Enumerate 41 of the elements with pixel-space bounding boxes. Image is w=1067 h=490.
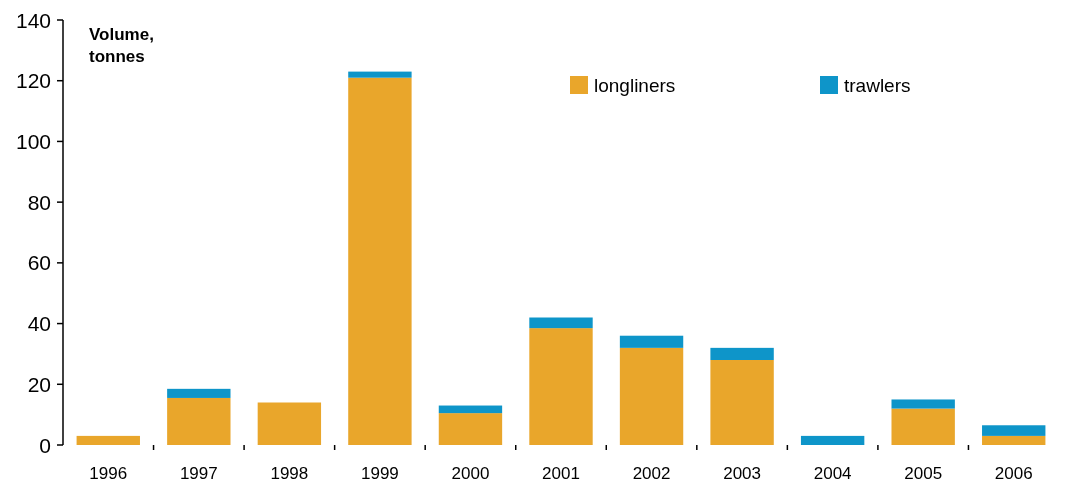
bar	[800, 435, 865, 445]
bar	[891, 399, 955, 409]
x-tick-label: 1996	[89, 463, 128, 483]
x-tick-label: 2001	[542, 463, 580, 483]
legend-label: longliners	[594, 74, 676, 96]
bar	[710, 360, 774, 445]
bar	[167, 388, 231, 398]
bar	[167, 397, 231, 445]
x-tick-label: 1997	[179, 463, 218, 483]
x-tick-label: 1999	[361, 463, 399, 483]
y-tick-label: 100	[15, 129, 51, 153]
bar	[619, 347, 684, 445]
x-tick-label: 1998	[270, 463, 309, 483]
y-tick-label: 140	[15, 8, 51, 32]
bar	[982, 435, 1046, 445]
y-axis-title: Volume, tonnes	[89, 25, 154, 66]
bar	[891, 408, 955, 445]
bar	[438, 405, 503, 414]
legend-label: trawlers	[844, 74, 911, 96]
bar	[257, 402, 322, 445]
y-tick-label: 60	[27, 251, 51, 275]
x-tick-label: 2002	[632, 463, 671, 483]
bar	[76, 435, 140, 445]
bar	[438, 413, 503, 445]
x-tick-label: 2003	[723, 463, 761, 483]
x-tick-label: 2006	[994, 463, 1033, 483]
x-tick-label: 2005	[904, 463, 943, 483]
x-tick-label: 2000	[451, 463, 490, 483]
bar	[710, 347, 774, 360]
y-tick-label: 80	[27, 190, 51, 214]
bar	[529, 328, 593, 445]
y-tick-label: 40	[27, 312, 51, 336]
x-tick-label: 2004	[813, 463, 852, 483]
bar	[348, 71, 412, 78]
y-tick-label: 120	[15, 69, 51, 93]
bar	[982, 425, 1046, 436]
y-tick-label: 0	[39, 433, 51, 457]
bar	[529, 317, 593, 329]
bar	[619, 335, 684, 348]
y-tick-label: 20	[27, 372, 51, 396]
bar	[348, 77, 412, 445]
